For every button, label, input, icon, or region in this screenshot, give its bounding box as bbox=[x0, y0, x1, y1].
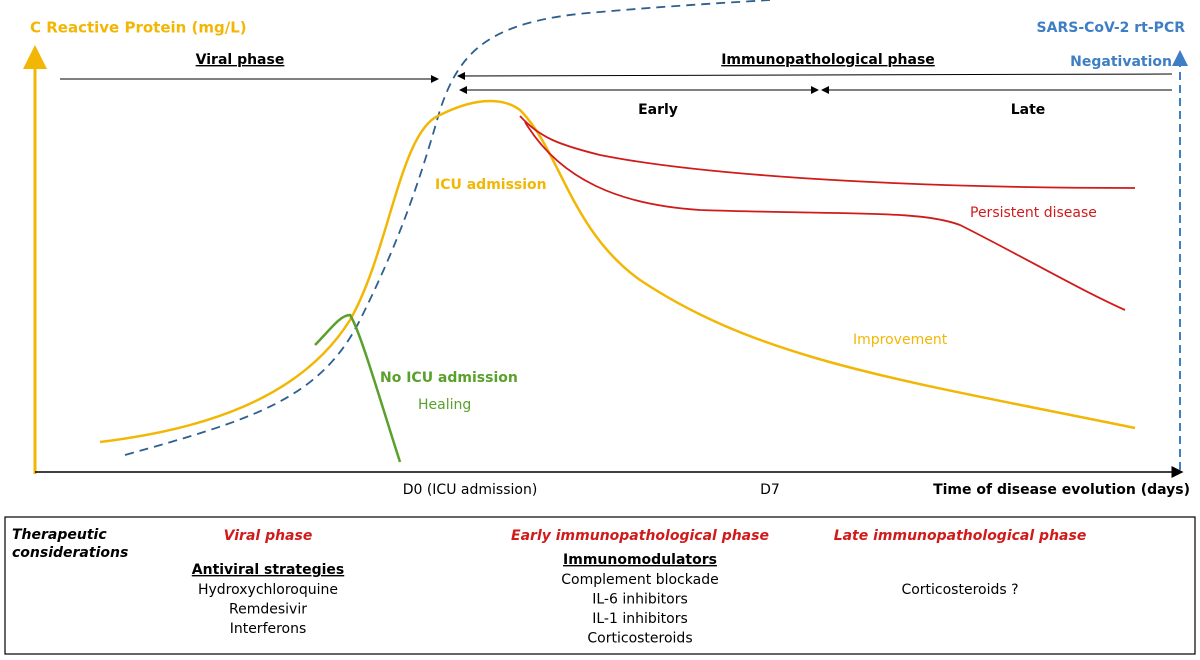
crp-curve bbox=[99, 99, 1136, 444]
curve-label: Improvement bbox=[853, 332, 948, 348]
column-item: IL-1 inhibitors bbox=[592, 611, 688, 627]
column-heading: Antiviral strategies bbox=[192, 562, 344, 578]
y-label: C Reactive Protein (mg/L) bbox=[30, 19, 247, 37]
healing-curve bbox=[314, 313, 402, 463]
column-item: Hydroxychloroquine bbox=[198, 582, 338, 598]
curve-label: Healing bbox=[418, 397, 471, 413]
x-label: Time of disease evolution (days) bbox=[933, 482, 1190, 498]
column-item: IL-6 inhibitors bbox=[592, 592, 688, 608]
x-marker: D7 bbox=[760, 482, 780, 498]
therapy-title: considerations bbox=[12, 545, 128, 561]
phase-label: Viral phase bbox=[196, 52, 285, 68]
column-item: Interferons bbox=[230, 621, 307, 637]
curve-label: No ICU admission bbox=[380, 370, 518, 386]
immuno-arrow bbox=[457, 71, 1173, 80]
pcr-label: SARS-CoV-2 rt-PCR bbox=[1037, 20, 1186, 36]
persistent-curve bbox=[524, 121, 1126, 311]
column-heading: Immunomodulators bbox=[563, 552, 717, 568]
phase-label: Early bbox=[638, 102, 678, 118]
column-phase: Late immunopathological phase bbox=[834, 528, 1087, 544]
column-item: Corticosteroids ? bbox=[901, 582, 1018, 598]
phase-label: Late bbox=[1011, 102, 1046, 118]
column-phase: Viral phase bbox=[224, 528, 313, 544]
therapy-title: Therapeutic bbox=[12, 527, 107, 543]
therapy-box bbox=[4, 516, 1196, 655]
persistent-curve bbox=[519, 115, 1136, 189]
curve-label: Persistent disease bbox=[970, 205, 1097, 221]
column-item: Corticosteroids bbox=[587, 631, 692, 647]
pcr-curve bbox=[124, 0, 771, 456]
column-item: Complement blockade bbox=[561, 572, 718, 588]
curve-label: ICU admission bbox=[435, 177, 547, 193]
pcr-sublabel: Negativation bbox=[1070, 54, 1172, 70]
phase-label: Immunopathological phase bbox=[721, 52, 935, 68]
x-marker: D0 (ICU admission) bbox=[403, 482, 538, 498]
column-phase: Early immunopathological phase bbox=[511, 528, 769, 544]
column-item: Remdesivir bbox=[229, 602, 307, 618]
